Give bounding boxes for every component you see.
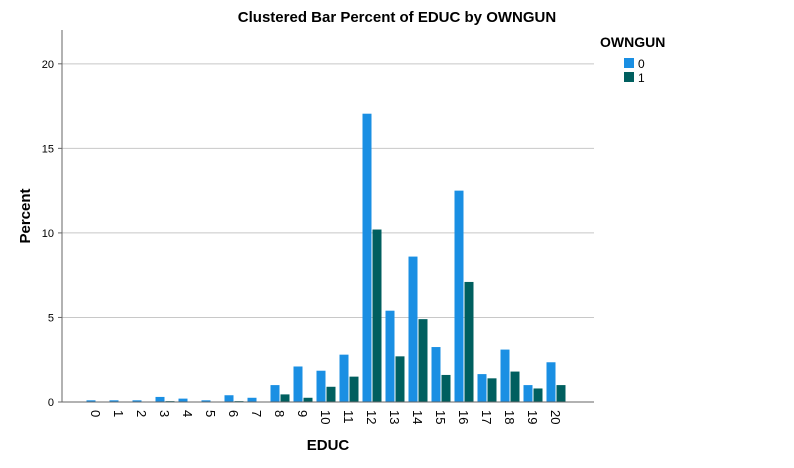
y-axis-ticks: 0 5 10 15 20 xyxy=(42,59,62,409)
bar-17-series-1 xyxy=(487,378,497,402)
bar-9-series-1 xyxy=(303,397,313,402)
x-tick-label: 5 xyxy=(203,410,218,417)
bar-13-series-0 xyxy=(385,310,395,402)
x-tick-label: 4 xyxy=(180,410,195,417)
y-tick-label: 15 xyxy=(42,143,54,155)
bar-15-series-0 xyxy=(431,347,441,402)
x-tick-label: 15 xyxy=(433,410,448,424)
y-tick-label: 5 xyxy=(48,312,54,324)
legend-swatch-1 xyxy=(624,72,634,82)
y-axis-label: Percent xyxy=(17,188,34,243)
bar-15-series-1 xyxy=(441,374,451,402)
bar-12-series-0 xyxy=(362,113,372,402)
x-tick-label: 13 xyxy=(387,410,402,424)
gridlines xyxy=(62,63,594,318)
legend-entry-1: 1 xyxy=(638,71,645,85)
x-axis-ticks: 0 1 2 3 4 5 6 7 8 9 10 11 12 13 14 15 16 17 18 19 20 xyxy=(88,410,563,424)
chart-title: Clustered Bar Percent of EDUC by OWNGUN xyxy=(238,9,556,26)
x-tick-label: 3 xyxy=(157,410,172,417)
bar-11-series-1 xyxy=(349,376,359,402)
bar-4-series-0 xyxy=(178,398,188,402)
x-tick-label: 11 xyxy=(341,410,356,424)
bar-14-series-0 xyxy=(408,256,418,402)
bar-5-series-0 xyxy=(201,400,211,402)
y-tick-label: 0 xyxy=(48,397,54,409)
bar-13-series-1 xyxy=(395,356,405,402)
bar-1-series-0 xyxy=(109,400,119,402)
bar-11-series-0 xyxy=(339,354,349,402)
legend-swatch-0 xyxy=(624,58,634,68)
x-tick-label: 19 xyxy=(525,410,540,424)
x-tick-label: 7 xyxy=(249,410,264,417)
bar-0-series-0 xyxy=(86,400,96,402)
legend-entry-0: 0 xyxy=(638,57,645,71)
x-tick-label: 12 xyxy=(364,410,379,424)
bar-9-series-0 xyxy=(293,366,303,402)
x-tick-label: 18 xyxy=(502,410,517,424)
x-tick-label: 10 xyxy=(318,410,333,424)
x-tick-label: 0 xyxy=(88,410,103,417)
bar-2-series-0 xyxy=(132,400,142,402)
legend: OWNGUN 01 xyxy=(600,34,665,85)
bar-7-series-0 xyxy=(247,397,257,402)
y-tick-label: 20 xyxy=(42,59,54,71)
bar-17-series-0 xyxy=(477,374,487,402)
bar-20-series-1 xyxy=(556,385,566,402)
x-axis-label: EDUC xyxy=(307,437,350,454)
bar-10-series-0 xyxy=(316,370,326,402)
bar-18-series-1 xyxy=(510,371,520,402)
bar-19-series-1 xyxy=(533,388,543,402)
bar-8-series-1 xyxy=(280,394,290,402)
bar-6-series-0 xyxy=(224,395,234,402)
bar-3-series-0 xyxy=(155,396,165,402)
x-tick-label: 1 xyxy=(111,410,126,417)
x-tick-label: 6 xyxy=(226,410,241,417)
legend-title: OWNGUN xyxy=(600,34,665,50)
bar-19-series-0 xyxy=(523,385,533,402)
x-tick-label: 17 xyxy=(479,410,494,424)
bar-8-series-0 xyxy=(270,385,280,402)
x-tick-label: 14 xyxy=(410,410,425,424)
y-tick-label: 10 xyxy=(42,228,54,240)
bar-18-series-0 xyxy=(500,349,510,402)
bar-10-series-1 xyxy=(326,386,336,402)
x-tick-label: 16 xyxy=(456,410,471,424)
x-tick-label: 20 xyxy=(548,410,563,424)
x-tick-label: 9 xyxy=(295,410,310,417)
x-tick-label: 8 xyxy=(272,410,287,417)
bar-16-series-0 xyxy=(454,190,464,402)
bar-12-series-1 xyxy=(372,229,382,402)
x-tick-label: 2 xyxy=(134,410,149,417)
bar-16-series-1 xyxy=(464,281,474,402)
bar-20-series-0 xyxy=(546,362,556,402)
bars xyxy=(86,113,566,402)
bar-14-series-1 xyxy=(418,319,428,402)
